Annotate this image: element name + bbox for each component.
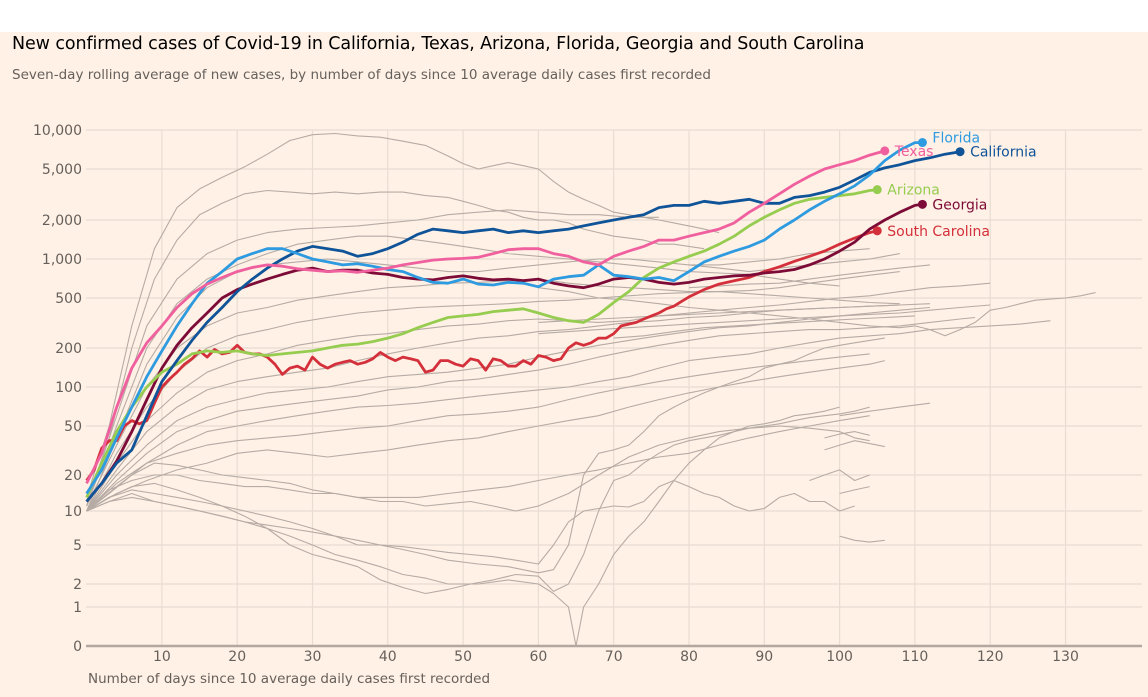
line-california (85, 150, 961, 503)
x-tick-label: 50 (454, 649, 472, 665)
endpoint-georgia (917, 199, 927, 209)
other-state-line (809, 469, 870, 482)
other-state-line (824, 431, 870, 439)
x-tick-label: 20 (228, 649, 246, 665)
x-tick-label: 130 (1052, 649, 1079, 665)
other-state-line (538, 287, 1096, 337)
x-tick-label: 60 (529, 649, 547, 665)
y-tick-label: 1,000 (42, 252, 82, 268)
other-state-line (86, 425, 870, 512)
x-tick-label: 80 (680, 649, 698, 665)
other-state-line (839, 402, 931, 417)
x-tick-label: 70 (605, 649, 623, 665)
y-tick-label: 100 (55, 380, 82, 396)
other-state-line (86, 209, 659, 507)
x-tick-label: 100 (826, 649, 853, 665)
y-tick-label: 1 (73, 600, 82, 616)
line-florida (85, 141, 923, 495)
other-state-line (824, 440, 885, 451)
highlighted-states-lines (85, 141, 961, 503)
other-state-line (86, 271, 900, 507)
other-state-line (839, 486, 870, 495)
endpoint-south-carolina (872, 226, 882, 236)
other-state-line (86, 316, 976, 512)
label-california: California (970, 145, 1036, 161)
other-states-lines (86, 132, 1096, 647)
y-tick-label: 50 (64, 419, 82, 435)
x-tick-label: 10 (153, 649, 171, 665)
line-arizona (85, 188, 878, 498)
label-arizona: Arizona (887, 183, 940, 199)
other-state-line (86, 282, 991, 512)
y-tick-label: 2,000 (42, 213, 82, 229)
x-tick-label: 120 (977, 649, 1004, 665)
x-tick-label: 30 (304, 649, 322, 665)
other-state-line (86, 306, 931, 512)
y-tick-label: 500 (55, 291, 82, 307)
y-tick-label: 10 (64, 504, 82, 520)
y-tick-label: 0 (73, 639, 82, 655)
other-state-line (86, 235, 840, 507)
label-florida: Florida (932, 131, 980, 147)
x-tick-label: 40 (379, 649, 397, 665)
label-georgia: Georgia (932, 197, 987, 213)
other-state-line (538, 304, 991, 335)
other-state-line (86, 291, 900, 512)
y-tick-label: 10,000 (33, 123, 82, 139)
chart-subtitle: Seven-day rolling average of new cases, … (12, 67, 711, 83)
other-state-line (538, 303, 931, 323)
other-state-line (86, 353, 870, 512)
line-texas (85, 149, 886, 485)
chart-panel (0, 32, 1148, 697)
other-state-line (86, 320, 1051, 512)
other-state-line (86, 479, 855, 565)
x-axis-label: Number of days since 10 average daily ca… (88, 671, 491, 687)
other-state-line (86, 304, 900, 512)
other-state-line (86, 248, 870, 512)
endpoint-texas (880, 146, 890, 156)
other-state-line (839, 535, 885, 543)
y-tick-label: 2 (73, 577, 82, 593)
grid-lines (86, 129, 1142, 646)
other-state-line (613, 315, 915, 339)
x-tick-label: 110 (902, 649, 929, 665)
other-state-line (86, 189, 705, 502)
y-tick-label: 20 (64, 468, 82, 484)
x-axis-ticks: 10 20 30 40 50 60 70 80 90 100 110 120 130 (153, 649, 1079, 665)
label-texas: Texas (894, 144, 934, 160)
line-georgia (85, 202, 923, 503)
y-tick-label: 5,000 (42, 162, 82, 178)
y-tick-label: 200 (55, 341, 82, 357)
endpoint-arizona (872, 185, 882, 195)
label-south-carolina: South Carolina (887, 224, 990, 240)
other-state-line (86, 360, 885, 512)
other-state-line (86, 337, 885, 574)
endpoint-florida (917, 138, 927, 148)
endpoint-california (955, 147, 965, 157)
other-state-line (86, 415, 870, 512)
line-south-carolina (85, 229, 878, 482)
x-tick-label: 90 (755, 649, 773, 665)
chart-title: New confirmed cases of Covid-19 in Calif… (12, 34, 865, 54)
other-state-line (688, 264, 931, 289)
y-tick-label: 5 (73, 538, 82, 554)
other-state-line (86, 406, 870, 595)
